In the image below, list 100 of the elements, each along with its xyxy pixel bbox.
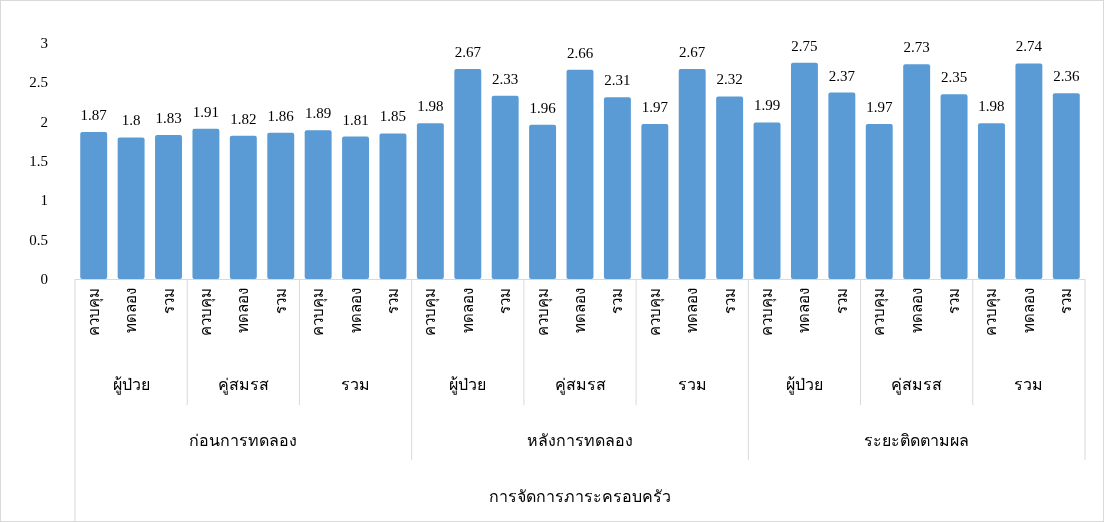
x-tick-label: รวม bbox=[833, 288, 850, 314]
text: ผู้ป่วย bbox=[449, 376, 487, 395]
data-label: 2.74 bbox=[1015, 38, 1043, 55]
data-label: 2.67 bbox=[679, 43, 706, 60]
bar bbox=[342, 136, 370, 279]
x-tick-label: ทดลอง bbox=[796, 288, 813, 333]
x-tick-label: ควบคุม bbox=[871, 288, 890, 336]
data-label: 1.99 bbox=[753, 97, 781, 114]
text: การจัดการภาระครอบครัว bbox=[489, 488, 671, 505]
y-tick-label: 1 bbox=[40, 192, 48, 209]
text: รวม bbox=[341, 376, 371, 393]
data-label: 1.91 bbox=[192, 103, 220, 120]
bar bbox=[865, 124, 893, 279]
x-tick-label: รวม bbox=[721, 288, 738, 314]
data-label: 1.82 bbox=[230, 110, 257, 127]
data-label: 2.37 bbox=[828, 67, 856, 84]
data-label: 2.73 bbox=[903, 39, 930, 56]
y-tick-label: 2.5 bbox=[29, 74, 48, 91]
bar bbox=[716, 96, 744, 279]
data-label: 2.75 bbox=[791, 37, 818, 54]
x-tick-label: ควบคุม bbox=[646, 288, 665, 336]
bar bbox=[940, 94, 968, 279]
y-tick-label: 1.5 bbox=[29, 153, 48, 169]
data-label: 1.86 bbox=[267, 107, 295, 124]
bar bbox=[1015, 63, 1043, 279]
y-tick-label: 0.5 bbox=[29, 231, 48, 248]
x-tick-label: ทดลอง bbox=[123, 288, 140, 333]
x-tick-label: รวม bbox=[946, 288, 963, 314]
bar bbox=[678, 68, 706, 279]
x-tick-label: รวม bbox=[497, 288, 514, 314]
bar bbox=[828, 92, 856, 279]
x-tick-label: ทดลอง bbox=[572, 288, 588, 333]
bar bbox=[192, 128, 220, 279]
bar bbox=[790, 62, 818, 279]
bar bbox=[978, 123, 1005, 279]
data-label: 1.81 bbox=[342, 111, 369, 128]
text: หลังการทดลอง bbox=[527, 432, 633, 449]
x-tick-label: ทดลอง bbox=[235, 288, 252, 333]
x-tick-label: รวม bbox=[384, 288, 401, 314]
bar bbox=[80, 131, 108, 279]
bar bbox=[566, 69, 594, 279]
data-label: 1.96 bbox=[529, 99, 557, 116]
bar bbox=[416, 123, 444, 279]
y-tick-label: 3 bbox=[40, 35, 48, 51]
x-tick-label: ทดลอง bbox=[1020, 288, 1037, 333]
bar bbox=[454, 68, 482, 279]
bar bbox=[753, 122, 781, 279]
bar bbox=[379, 133, 407, 279]
x-tick-label: รวม bbox=[1058, 288, 1075, 314]
x-tick-label: ทดลอง bbox=[347, 288, 364, 333]
x-tick-label: ทดลอง bbox=[684, 288, 701, 333]
bar bbox=[529, 124, 557, 279]
x-tick-label: รวม bbox=[272, 288, 289, 314]
data-label: 2.35 bbox=[940, 69, 968, 86]
x-tick-label: ทดลอง bbox=[459, 288, 476, 333]
text: ผู้ป่วย bbox=[112, 376, 150, 395]
bar bbox=[903, 64, 931, 279]
data-label: 2.67 bbox=[454, 43, 482, 60]
bar bbox=[603, 97, 631, 279]
x-tick-label: ควบคุม bbox=[197, 288, 216, 336]
data-label: 2.36 bbox=[1053, 68, 1080, 85]
data-label: 2.32 bbox=[716, 71, 743, 88]
bar bbox=[1052, 93, 1080, 279]
data-label: 1.97 bbox=[641, 99, 669, 116]
bar bbox=[117, 137, 145, 279]
text: ผู้ป่วย bbox=[785, 376, 823, 395]
x-tick-label: ควบคุม bbox=[759, 288, 778, 336]
x-tick-label: ควบคุม bbox=[534, 288, 553, 336]
x-tick-label: รวม bbox=[609, 288, 626, 314]
x-tick-label: ควบคุม bbox=[983, 288, 1002, 336]
bar bbox=[304, 130, 332, 279]
bar bbox=[155, 135, 182, 279]
text: รวม bbox=[1014, 376, 1044, 393]
y-tick-label: 2 bbox=[40, 113, 48, 130]
data-label: 1.85 bbox=[379, 108, 407, 125]
text: คู่สมรส bbox=[891, 376, 943, 395]
x-tick-label: ทดลอง bbox=[908, 288, 925, 333]
x-tick-label: ควบคุม bbox=[310, 288, 329, 336]
text: คู่สมรส bbox=[217, 376, 269, 395]
text: คู่สมรส bbox=[554, 376, 606, 395]
bar bbox=[491, 95, 519, 279]
data-label: 1.98 bbox=[417, 98, 444, 115]
data-label: 1.83 bbox=[155, 110, 182, 127]
data-label: 1.89 bbox=[305, 105, 332, 122]
y-tick-label: 0 bbox=[40, 271, 48, 287]
x-tick-label: ควบคุม bbox=[85, 288, 104, 336]
data-label: 1.98 bbox=[978, 98, 1005, 115]
bar bbox=[641, 124, 669, 279]
x-tick-label: รวม bbox=[160, 288, 177, 314]
data-label: 1.87 bbox=[80, 106, 108, 123]
text: ระยะติดตามผล bbox=[864, 432, 970, 449]
text: รวม bbox=[677, 376, 707, 393]
text: ก่อนการทดลอง bbox=[189, 432, 298, 449]
data-label: 1.8 bbox=[121, 112, 141, 129]
data-label: 2.33 bbox=[492, 70, 519, 87]
data-label: 2.31 bbox=[604, 72, 631, 89]
bar bbox=[229, 135, 257, 279]
bar bbox=[267, 132, 295, 279]
data-label: 1.97 bbox=[866, 99, 893, 116]
x-tick-label: ควบคุม bbox=[422, 288, 441, 336]
